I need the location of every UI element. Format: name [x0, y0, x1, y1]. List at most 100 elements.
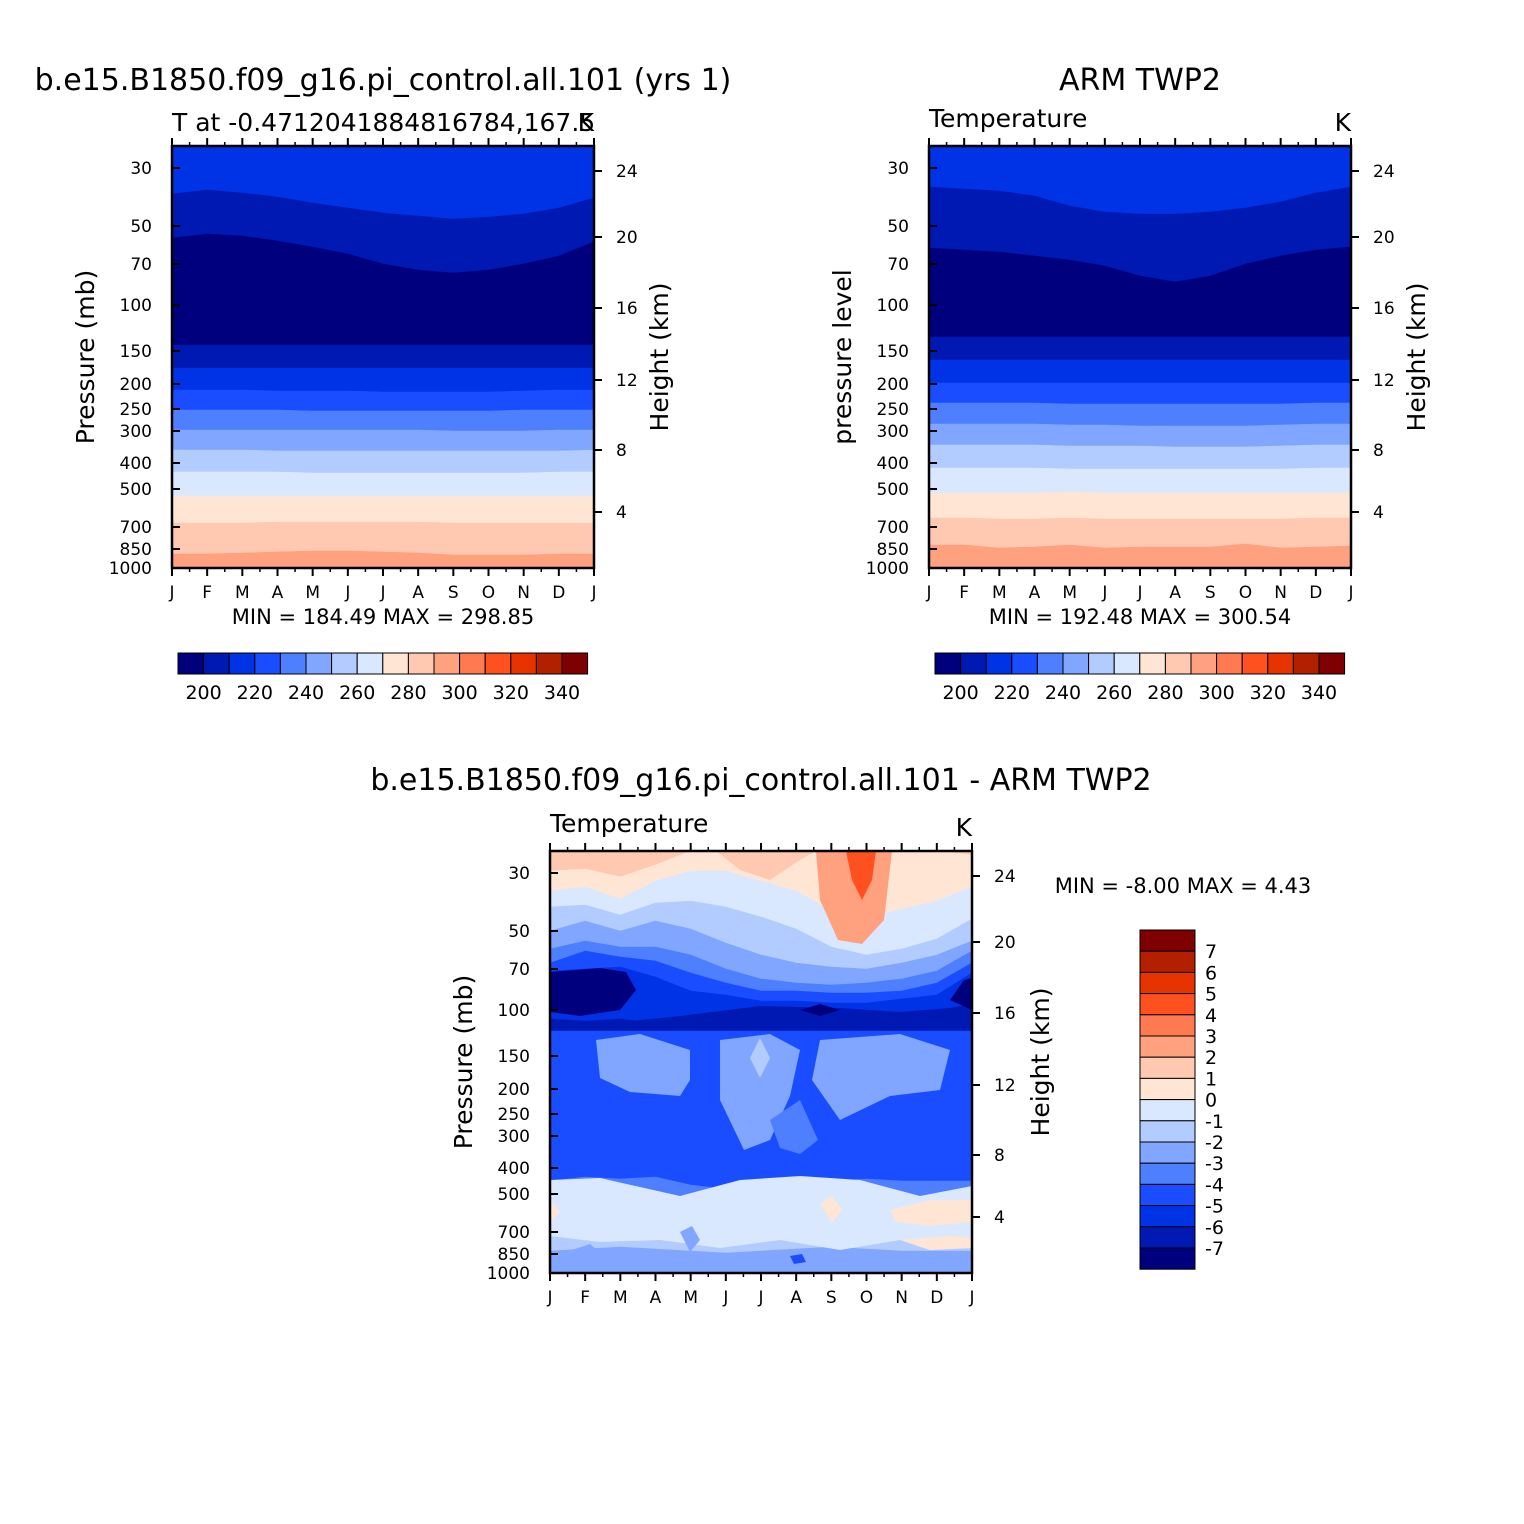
y2-tick-label: 12 [616, 371, 638, 391]
y-tick-label: 700 [498, 1223, 530, 1243]
model-panel: b.e15.B1850.f09_g16.pi_control.all.101 (… [35, 63, 732, 704]
contour-band [549, 1246, 973, 1274]
colorbar-swatch [1164, 652, 1192, 675]
cold-anomaly [550, 968, 636, 1016]
y-tick-label: 70 [130, 255, 152, 275]
neutral-patch [550, 1176, 972, 1250]
warm-patch-lower [900, 1236, 972, 1250]
cold-patch [680, 1226, 700, 1252]
obs-panel-subtitle: Temperature [928, 104, 1087, 133]
contour-band [171, 429, 595, 452]
contour-band [928, 467, 1352, 494]
contour-band [171, 344, 595, 369]
obs-contour-plot [928, 145, 1352, 569]
y-tick-label: 1000 [487, 1264, 530, 1284]
cold-patch-dark [790, 1254, 806, 1264]
warm-anomaly [716, 851, 816, 880]
colorbar-swatch [305, 652, 333, 675]
y-tick-label: 30 [508, 864, 530, 884]
model-panel-subtitle: T at -0.4712041884816784,167.5 [171, 108, 595, 137]
colorbar-label: 200 [942, 682, 978, 704]
colorbar-swatch [459, 652, 486, 675]
contour-band [928, 423, 1352, 448]
x-tick-label: O [482, 583, 495, 603]
colorbar-label: 220 [237, 682, 273, 704]
contour-band [171, 449, 595, 474]
colorbar-swatch [1036, 652, 1064, 675]
colorbar-label: 220 [994, 682, 1030, 704]
y-tick-label: 200 [877, 375, 909, 395]
x-tick-label: J [379, 583, 385, 603]
x-tick-label: S [448, 583, 459, 603]
x-tick-label: D [552, 583, 565, 603]
warm-anomaly-core [846, 851, 876, 900]
model-panel-title: b.e15.B1850.f09_g16.pi_control.all.101 (… [35, 63, 732, 98]
x-tick-label: J [925, 583, 931, 603]
x-tick-label: J [757, 1288, 763, 1308]
model-stats: MIN = 184.49 MAX = 298.85 [232, 605, 534, 629]
difference-panel-subtitle: Temperature [549, 809, 708, 838]
x-tick-label: J [1101, 583, 1107, 603]
y-tick-label: 250 [498, 1105, 530, 1125]
colorbar-swatch [1139, 1162, 1196, 1185]
colorbar-swatch [203, 652, 230, 675]
contour-band [171, 521, 595, 556]
cold-patch [566, 1244, 604, 1262]
colorbar-label: 300 [1198, 682, 1234, 704]
obs-y2-axis-label: Height (km) [1402, 283, 1431, 432]
colorbar-label: -5 [1205, 1196, 1224, 1218]
y2-tick-label: 24 [616, 162, 638, 182]
y-tick-label: 850 [498, 1245, 530, 1265]
colorbar-label: -1 [1205, 1111, 1224, 1133]
y-tick-label: 150 [498, 1047, 530, 1067]
y-tick-label: 100 [498, 1001, 530, 1021]
y-tick-label: 500 [120, 480, 152, 500]
colorbar-label: 5 [1205, 984, 1217, 1006]
colorbar-swatch [934, 652, 962, 675]
colorbar-swatch [510, 652, 537, 675]
obs-panel-units: K [1335, 108, 1352, 137]
x-tick-label: M [235, 583, 250, 603]
x-tick-label: A [272, 583, 284, 603]
colorbar-swatch [407, 652, 435, 675]
y2-tick-label: 16 [1373, 299, 1395, 319]
colorbar-swatch [177, 652, 205, 675]
colorbar-label: 7 [1205, 941, 1217, 963]
contour-band [171, 389, 595, 412]
y2-tick-label: 8 [616, 441, 627, 461]
x-tick-label: S [826, 1288, 837, 1308]
x-tick-label: J [546, 1288, 552, 1308]
colorbar-swatch [1113, 652, 1141, 675]
x-tick-label: J [344, 583, 350, 603]
colorbar-swatch [1088, 652, 1115, 675]
colorbar-label: 320 [493, 682, 529, 704]
contour-band [928, 543, 1352, 569]
colorbar-swatch [1139, 993, 1196, 1016]
model-y-axis-label: Pressure (mb) [71, 270, 100, 444]
y2-tick-label: 12 [994, 1076, 1016, 1096]
y-tick-label: 250 [120, 400, 152, 420]
contour-band [171, 471, 595, 497]
x-tick-label: F [580, 1288, 590, 1308]
colorbar-swatch [1267, 652, 1294, 675]
colorbar-swatch [254, 652, 281, 675]
contour-band [928, 491, 1352, 520]
colorbar-swatch [561, 652, 589, 675]
model-colorbar: 200 220 240 260 280 300 320 340 [177, 652, 589, 704]
y-tick-label: 400 [120, 454, 152, 474]
colorbar-label: 260 [339, 682, 375, 704]
contour-band [171, 367, 595, 393]
colorbar-label: 280 [390, 682, 426, 704]
y2-tick-label: 16 [994, 1004, 1016, 1024]
x-tick-label: F [959, 583, 969, 603]
colorbar-swatch [1190, 652, 1218, 675]
x-tick-label: J [1136, 583, 1142, 603]
colorbar-label: 260 [1096, 682, 1132, 704]
colorbar-label: 1 [1205, 1068, 1217, 1090]
obs-panel: ARM TWP2 Temperature K J F M A M J J A S O N D J 30 50… [828, 63, 1431, 704]
x-tick-label: M [683, 1288, 698, 1308]
y2-tick-label: 4 [616, 503, 627, 523]
x-tick-label: J [590, 583, 596, 603]
